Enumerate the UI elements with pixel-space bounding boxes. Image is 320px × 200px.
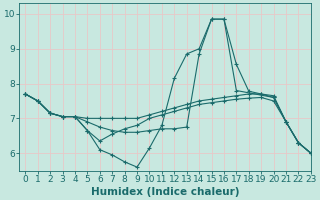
X-axis label: Humidex (Indice chaleur): Humidex (Indice chaleur)	[91, 187, 239, 197]
